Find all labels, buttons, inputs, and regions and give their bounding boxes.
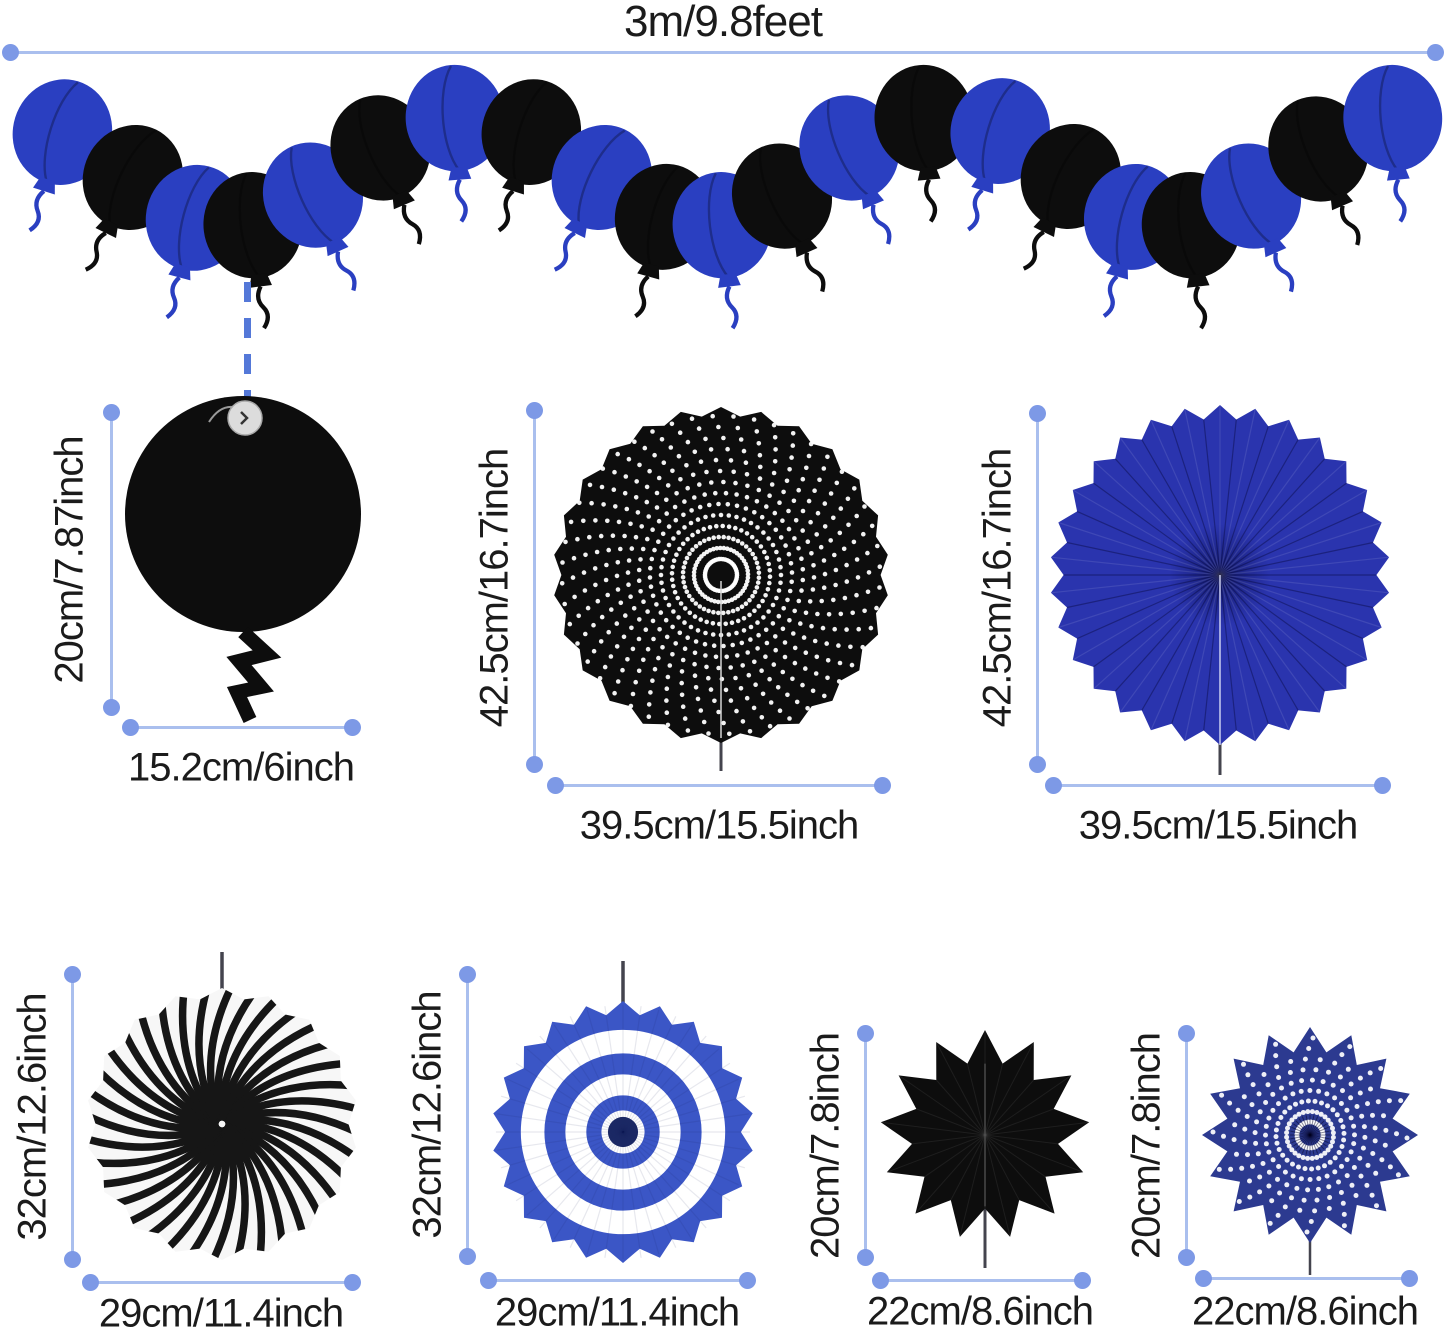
blue-fan-height-dimension-line (1029, 405, 1046, 773)
garland-balloon-blue (799, 95, 900, 245)
balloon-garland (0, 0, 1445, 340)
blue-polka-fan-height-label: 20cm/7.8inch (1124, 1033, 1169, 1259)
balloon-height-label: 20cm/7.87inch (47, 436, 92, 684)
blue-fan-graphic (1050, 405, 1390, 775)
ring-fan-width-label: 29cm/11.4inch (494, 1290, 740, 1335)
garland-balloon-blue (405, 64, 505, 223)
black-polka-fan-width-label: 39.5cm/15.5inch (579, 803, 860, 848)
striped-fan-height-dimension-line (64, 966, 81, 1268)
striped-fan-width-label: 29cm/11.4inch (98, 1291, 344, 1336)
garland-balloon-blue (1343, 65, 1443, 223)
blue-polka-fan-width-dimension-line (1195, 1270, 1418, 1287)
black-fan-height-dimension-line (857, 1025, 874, 1266)
black-fan-height-label: 20cm/7.8inch (803, 1033, 848, 1259)
blue-polka-fan-width-label: 22cm/8.6inch (1192, 1289, 1419, 1334)
garland-balloon-black (1268, 96, 1369, 246)
ring-fan-height-label: 32cm/12.6inch (405, 991, 450, 1239)
blue-fan-height-label: 42.5cm/16.7inch (975, 448, 1020, 728)
blue-polka-flower-fan-graphic (1202, 1027, 1418, 1275)
balloon-width-label: 15.2cm/6inch (128, 745, 355, 790)
blue-polka-fan-height-dimension-line (1178, 1025, 1195, 1266)
black-polka-dot-fan-graphic (554, 407, 888, 771)
ring-fan-width-dimension-line (480, 1272, 756, 1289)
garland-length-dimension-line (2, 44, 1444, 61)
balloon-width-dimension-line (122, 719, 361, 736)
black-balloon-graphic (125, 396, 361, 723)
black-fan-width-dimension-line (872, 1272, 1091, 1289)
callout-dashed-line (244, 282, 251, 398)
garland-balloon-black (874, 64, 974, 223)
black-polka-fan-height-label: 42.5cm/16.7inch (472, 448, 517, 728)
black-fan-width-label: 22cm/8.6inch (867, 1289, 1094, 1334)
garland-balloon-blue (950, 78, 1050, 232)
black-polka-fan-height-dimension-line (526, 402, 543, 773)
garland-length-label: 3m/9.8feet (624, 0, 823, 46)
striped-fan-width-dimension-line (82, 1274, 361, 1291)
balloon-height-dimension-line (103, 404, 120, 716)
blue-fan-width-dimension-line (1045, 777, 1391, 794)
blue-fan-width-label: 39.5cm/15.5inch (1078, 803, 1359, 848)
ring-fan-height-dimension-line (459, 966, 476, 1265)
striped-fan-height-label: 32cm/12.6inch (10, 993, 55, 1241)
garland-balloon-black (330, 94, 431, 245)
striped-swirl-fan-graphic (88, 952, 356, 1260)
black-polka-fan-width-dimension-line (547, 777, 891, 794)
garland-balloon-black (481, 78, 582, 232)
blue-ring-fan-graphic (493, 961, 753, 1263)
black-fan-graphic (880, 1030, 1090, 1268)
